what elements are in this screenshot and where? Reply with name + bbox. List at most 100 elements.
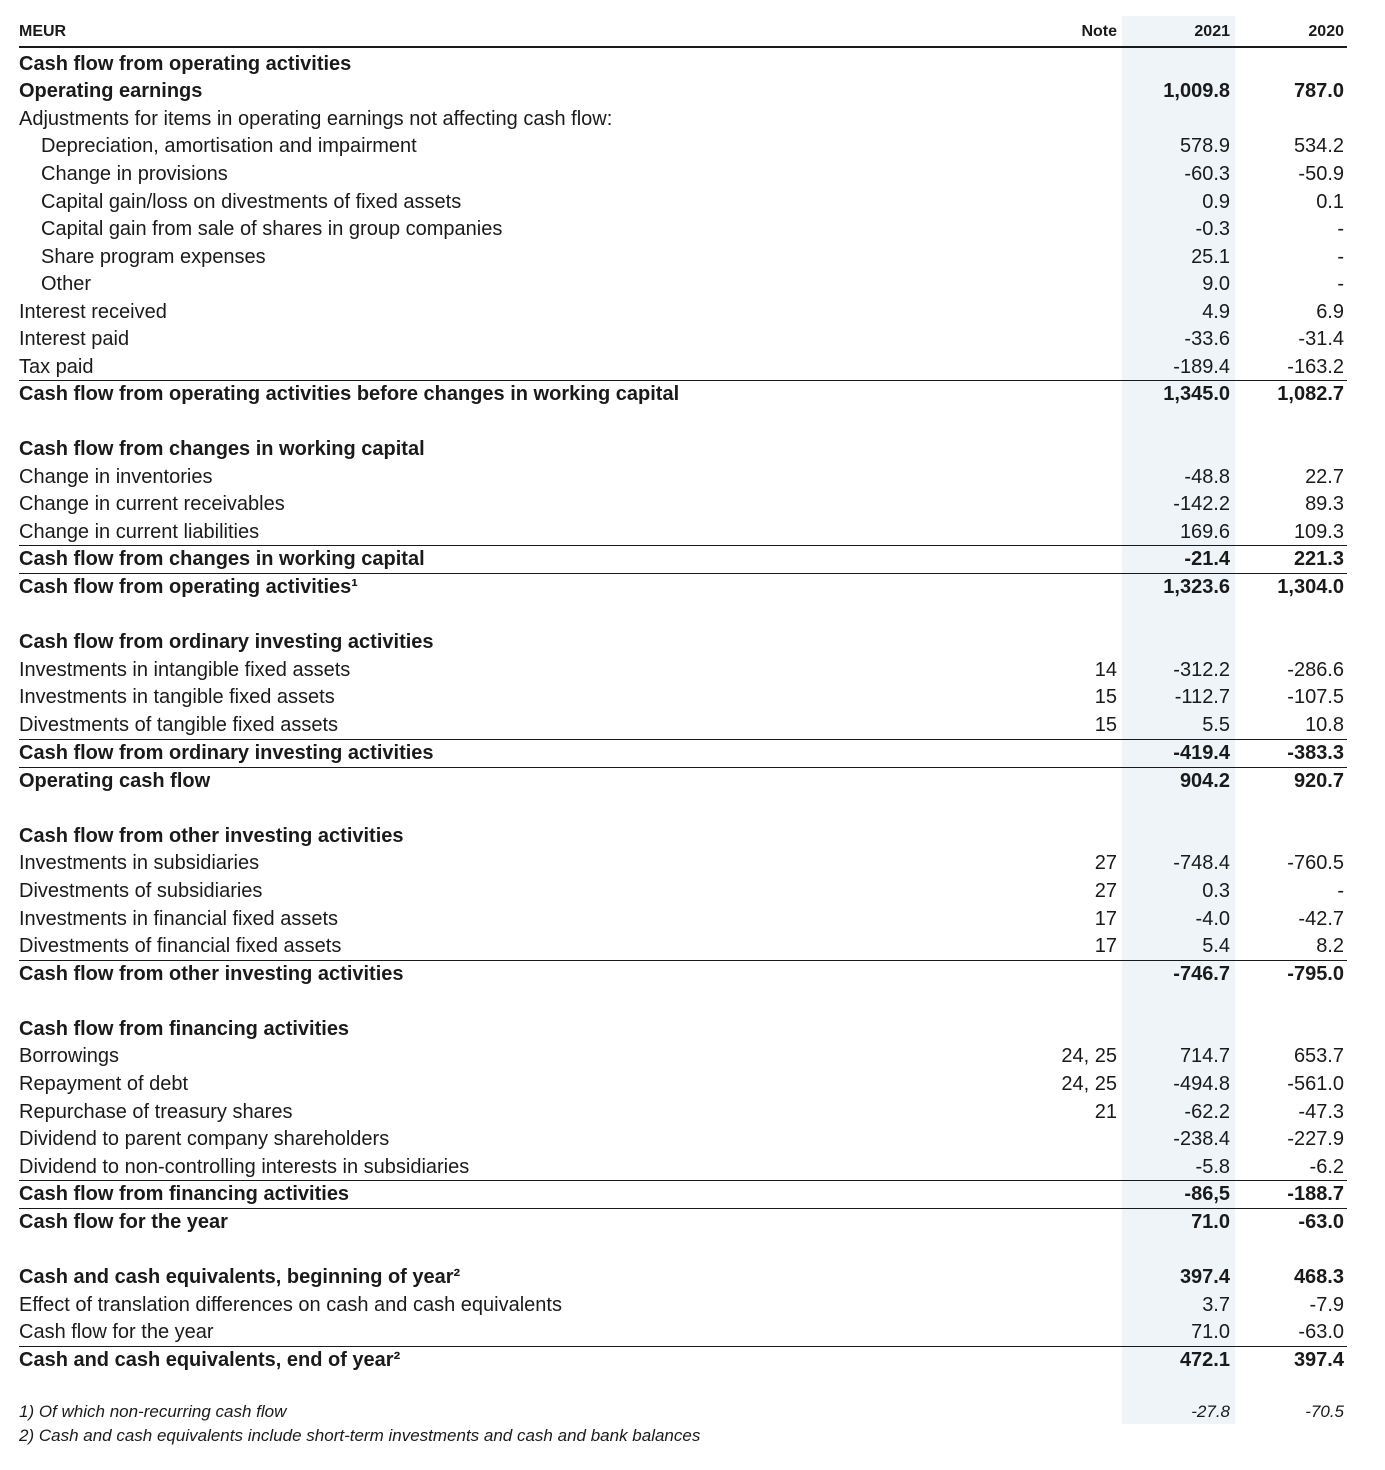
- table-row: Cash flow from operating activities¹ 1,32…: [0, 574, 1385, 601]
- table-row: Investments in tangible fixed assets 15 -1…: [0, 684, 1385, 711]
- row-value-2020: 534.2: [1293, 135, 1344, 157]
- row-value-2020: -50.9: [1298, 163, 1344, 185]
- subtotal-rule: [19, 960, 1347, 961]
- row-label: Cash flow for the year: [19, 1211, 228, 1233]
- row-value-2021: -60.3: [1184, 163, 1230, 185]
- row-value-2021: -312.2: [1173, 659, 1230, 681]
- table-row: Divestments of tangible fixed assets 15 5.…: [0, 712, 1385, 739]
- row-value-2021: -62.2: [1184, 1101, 1230, 1123]
- row-value-2020: -561.0: [1287, 1073, 1344, 1095]
- subtotal-rule: [19, 1208, 1347, 1209]
- table-row: Other 9.0 -: [0, 271, 1385, 298]
- table-row: Cash flow from other investing activitie…: [0, 961, 1385, 988]
- note-header: Note: [1081, 23, 1117, 40]
- row-value-2020: 0.1: [1316, 191, 1344, 213]
- row-label: Depreciation, amortisation and impairmen…: [41, 135, 417, 157]
- table-row: Capital gain/loss on divestments of fixe…: [0, 189, 1385, 216]
- table-row: Cash flow from operating activities befo…: [0, 381, 1385, 408]
- row-value-2021: 1,009.8: [1163, 80, 1230, 102]
- table-row: Cash flow from other investing activitie…: [0, 823, 1385, 850]
- row-note: 27: [1094, 880, 1117, 902]
- row-label: Interest paid: [19, 328, 130, 350]
- subtotal-rule: [19, 380, 1347, 381]
- row-value-2020: 89.3: [1305, 493, 1344, 515]
- row-label: Investments in subsidiaries: [19, 852, 260, 874]
- row-value-2020: -: [1337, 246, 1344, 268]
- row-value-2020: -: [1337, 218, 1344, 240]
- subtotal-rule: [19, 767, 1347, 768]
- subtotal-rule: [19, 739, 1347, 740]
- footnote-text: 2) Cash and cash equivalents include sho…: [19, 1426, 701, 1445]
- table-row: Cash and cash equivalents, end of year² 4…: [0, 1347, 1385, 1374]
- row-value-2021: 578.9: [1179, 135, 1230, 157]
- row-value-2020: -286.6: [1287, 659, 1344, 681]
- row-label: Dividend to parent company shareholders: [19, 1128, 390, 1150]
- row-value-2021: 472.1: [1179, 1349, 1230, 1371]
- table-row: Cash flow for the year 71.0 -63.0: [0, 1209, 1385, 1236]
- row-label: Interest received: [19, 301, 167, 323]
- current-year-column-highlight: [1122, 16, 1235, 1424]
- row-label: Cash flow from ordinary investing activi…: [19, 631, 434, 653]
- row-value-2020: 787.0: [1293, 80, 1344, 102]
- row-label: Investments in intangible fixed assets: [19, 659, 351, 681]
- row-label: Adjustments for items in operating earni…: [19, 108, 613, 130]
- row-value-2020: -188.7: [1287, 1183, 1344, 1205]
- row-value-2020: -163.2: [1287, 356, 1344, 378]
- row-label: Operating cash flow: [19, 770, 211, 792]
- row-label: Share program expenses: [41, 246, 266, 268]
- footnote-value-2021: -27.8: [1191, 1402, 1230, 1421]
- table-row: Cash flow from operating activities: [0, 51, 1385, 78]
- table-row: Cash flow from ordinary investing activi…: [0, 740, 1385, 767]
- row-value-2020: -760.5: [1287, 852, 1344, 874]
- year-2021-header: 2021: [1194, 23, 1230, 40]
- row-value-2021: -21.4: [1184, 548, 1230, 570]
- row-label: Divestments of financial fixed assets: [19, 935, 342, 957]
- row-note: 15: [1094, 714, 1117, 736]
- row-label: Operating earnings: [19, 80, 203, 102]
- table-row: Investments in subsidiaries 27 -748.4 -760.…: [0, 850, 1385, 877]
- row-value-2020: 468.3: [1293, 1266, 1344, 1288]
- table-row: Repayment of debt 24, 25 -494.8 -561.0: [0, 1071, 1385, 1098]
- row-value-2021: 169.6: [1179, 521, 1230, 543]
- row-label: Cash flow from operating activities¹: [19, 576, 358, 598]
- row-label: Change in inventories: [19, 466, 213, 488]
- row-label: Cash flow for the year: [19, 1321, 214, 1343]
- subtotal-rule: [19, 1346, 1347, 1347]
- footnote: 2) Cash and cash equivalents include sho…: [0, 1425, 1385, 1447]
- row-value-2021: 71.0: [1191, 1211, 1230, 1233]
- row-note: 24, 25: [1061, 1073, 1117, 1095]
- table-row: Cash and cash equivalents, beginning of …: [0, 1264, 1385, 1291]
- row-value-2021: -0.3: [1195, 218, 1230, 240]
- subtotal-rule: [19, 1180, 1347, 1181]
- row-value-2021: -419.4: [1173, 742, 1230, 764]
- row-value-2020: 1,082.7: [1277, 383, 1344, 405]
- table-row: Capital gain from sale of shares in grou…: [0, 216, 1385, 243]
- table-row: Interest received 4.9 6.9: [0, 299, 1385, 326]
- row-value-2020: -47.3: [1298, 1101, 1344, 1123]
- row-value-2020: 920.7: [1293, 770, 1344, 792]
- row-label: Other: [41, 273, 92, 295]
- row-label: Divestments of subsidiaries: [19, 880, 263, 902]
- row-value-2020: -63.0: [1298, 1211, 1344, 1233]
- row-value-2020: -795.0: [1287, 963, 1344, 985]
- table-row: Tax paid -189.4 -163.2: [0, 354, 1385, 381]
- row-value-2020: -107.5: [1287, 686, 1344, 708]
- table-row: Cash flow from changes in working capita…: [0, 546, 1385, 573]
- row-value-2021: -48.8: [1184, 466, 1230, 488]
- table-row: Dividend to parent company shareholders -…: [0, 1126, 1385, 1153]
- row-value-2021: 9.0: [1202, 273, 1230, 295]
- row-note: 17: [1094, 908, 1117, 930]
- row-value-2021: -142.2: [1173, 493, 1230, 515]
- table-row: Cash flow from financing activities -86,5…: [0, 1181, 1385, 1208]
- table-row: Share program expenses 25.1 -: [0, 244, 1385, 271]
- row-value-2020: 1,304.0: [1277, 576, 1344, 598]
- row-value-2021: -86,5: [1184, 1183, 1230, 1205]
- row-value-2021: -4.0: [1195, 908, 1230, 930]
- unit-header: MEUR: [19, 23, 67, 40]
- table-row: Cash flow from ordinary investing activi…: [0, 629, 1385, 656]
- row-value-2020: -: [1337, 880, 1344, 902]
- row-label: Investments in tangible fixed assets: [19, 686, 335, 708]
- row-label: Change in current liabilities: [19, 521, 260, 543]
- row-label: Divestments of tangible fixed assets: [19, 714, 339, 736]
- row-label: Repurchase of treasury shares: [19, 1101, 293, 1123]
